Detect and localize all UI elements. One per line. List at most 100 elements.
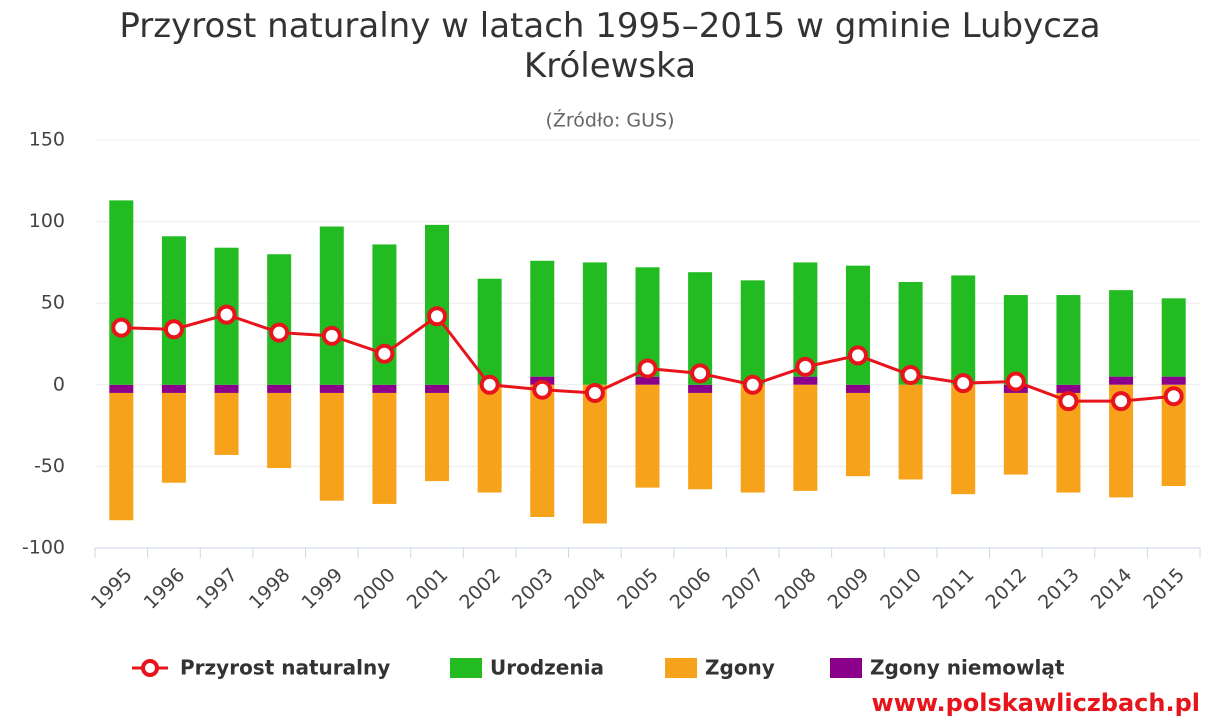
bar	[477, 278, 502, 385]
bar	[267, 392, 292, 469]
bar	[477, 384, 502, 493]
bar	[740, 384, 765, 493]
bar	[425, 392, 450, 482]
point	[584, 382, 605, 403]
bar	[1056, 295, 1081, 385]
point	[111, 317, 132, 338]
bar	[951, 275, 976, 385]
point	[532, 379, 553, 400]
bar	[214, 384, 239, 393]
point	[795, 356, 816, 377]
bar	[793, 376, 818, 385]
point	[637, 358, 658, 379]
bar	[845, 384, 870, 393]
bar	[161, 236, 186, 385]
legend-swatch	[830, 658, 862, 678]
y-tick-label: -50	[34, 455, 65, 477]
bar	[688, 392, 713, 490]
bar	[1003, 295, 1028, 385]
bar	[109, 200, 134, 385]
bar	[109, 384, 134, 393]
bar	[951, 384, 976, 495]
bar	[1109, 290, 1134, 377]
point	[953, 373, 974, 394]
bar	[109, 392, 134, 521]
bar	[214, 392, 239, 455]
point	[479, 374, 500, 395]
point	[690, 363, 711, 384]
legend-label: Przyrost naturalny	[180, 656, 390, 680]
bar	[319, 384, 344, 393]
bar	[688, 384, 713, 393]
bar	[319, 226, 344, 385]
y-tick-label: -100	[22, 537, 65, 559]
y-tick-label: 50	[41, 292, 65, 314]
point	[1058, 391, 1079, 412]
x-tick-label: 2003	[508, 564, 558, 614]
x-tick-label: 2000	[350, 564, 400, 614]
bar	[845, 265, 870, 385]
bar	[635, 384, 660, 488]
bar	[582, 384, 607, 524]
bar	[1109, 376, 1134, 385]
x-tick-label: 2001	[403, 564, 453, 614]
x-tick-label: 2008	[771, 564, 821, 614]
bar	[267, 384, 292, 393]
x-tick-label: 1995	[87, 564, 137, 614]
bar	[1161, 298, 1186, 377]
x-tick-label: 2014	[1087, 564, 1137, 614]
chart-title: Przyrost naturalny w latach 1995–2015 w …	[119, 6, 1101, 86]
x-tick-label: 1998	[245, 564, 295, 614]
x-tick-label: 2015	[1139, 564, 1189, 614]
chart-subtitle: (Źródło: GUS)	[545, 109, 674, 132]
bar	[161, 384, 186, 393]
bar	[425, 224, 450, 385]
legend-swatch	[450, 658, 482, 678]
point	[269, 322, 290, 343]
x-tick-label: 2012	[982, 564, 1032, 614]
bar	[425, 384, 450, 393]
bar	[1003, 392, 1028, 475]
x-tick-label: 2011	[929, 564, 979, 614]
point	[216, 304, 237, 325]
bar	[530, 260, 555, 377]
x-tick-label: 2009	[824, 564, 874, 614]
bar	[582, 262, 607, 385]
point	[374, 343, 395, 364]
bar	[1161, 376, 1186, 385]
y-tick-label: 100	[29, 210, 65, 232]
x-tick-label: 2006	[666, 564, 716, 614]
point	[900, 365, 921, 386]
x-tick-label: 2005	[613, 564, 663, 614]
point	[1005, 371, 1026, 392]
x-tick-label: 2004	[561, 564, 611, 614]
watermark: www.polskawliczbach.pl	[872, 689, 1200, 717]
x-tick-label: 2007	[718, 564, 768, 614]
bar	[635, 267, 660, 377]
legend-label: Urodzenia	[490, 656, 604, 680]
bar	[898, 384, 923, 480]
y-tick-label: 150	[29, 129, 65, 151]
point	[321, 325, 342, 346]
point	[427, 306, 448, 327]
bar	[635, 376, 660, 385]
point	[847, 345, 868, 366]
x-tick-label: 1997	[192, 564, 242, 614]
bar	[372, 392, 397, 504]
x-tick-label: 1999	[297, 564, 347, 614]
legend-swatch	[665, 658, 697, 678]
bar	[319, 392, 344, 501]
bar	[161, 392, 186, 483]
point	[1111, 391, 1132, 412]
legend-label: Zgony niemowląt	[870, 656, 1065, 680]
x-tick-label: 2013	[1034, 564, 1084, 614]
x-tick-label: 2010	[876, 564, 926, 614]
bar	[530, 384, 555, 517]
legend-marker	[141, 659, 159, 677]
y-tick-label: 0	[53, 373, 65, 395]
bar	[372, 384, 397, 393]
point	[163, 319, 184, 340]
legend-label: Zgony	[705, 656, 775, 680]
